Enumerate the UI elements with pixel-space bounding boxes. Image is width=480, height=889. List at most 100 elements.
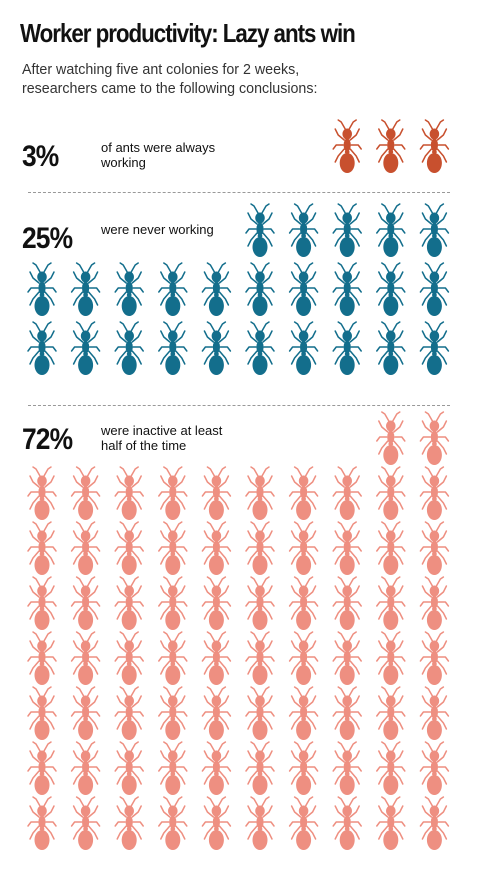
ant-icon-inactive-half [27, 631, 57, 686]
ant-icon-inactive-half [114, 631, 144, 686]
ant-icon-inactive-half [376, 411, 406, 466]
ant-icon-never-working [332, 321, 362, 376]
ant-icon-inactive-half [158, 796, 188, 851]
ant-icon-inactive-half [158, 466, 188, 521]
ant-icon-inactive-half [70, 686, 101, 741]
ant-icon-inactive-half [70, 796, 101, 851]
ant-icon-never-working [288, 262, 319, 317]
ant-icon-inactive-half [419, 631, 450, 686]
ant-icon-inactive-half [245, 796, 275, 851]
ant-icon-inactive-half [114, 686, 144, 741]
ant-icon-inactive-half [70, 576, 101, 631]
ant-icon-inactive-half [27, 796, 57, 851]
ant-icon-inactive-half [332, 741, 362, 796]
ant-icon-inactive-half [288, 466, 319, 521]
ant-icon-inactive-half [201, 466, 232, 521]
ant-icon-inactive-half [419, 796, 450, 851]
ant-icon-inactive-half [288, 576, 319, 631]
ant-icon-never-working [114, 321, 144, 376]
ant-icon-inactive-half [376, 686, 406, 741]
ant-icon-never-working [376, 262, 406, 317]
label-always-working: of ants were always working [101, 140, 216, 170]
ant-icon-never-working [114, 262, 144, 317]
label-inactive-half: were inactive at least half of the time [101, 423, 223, 453]
ant-icon-never-working [201, 321, 232, 376]
section-divider [28, 192, 450, 193]
label-never-working: were never working [101, 222, 214, 237]
ant-icon-never-working [332, 262, 362, 317]
ant-icon-inactive-half [288, 686, 319, 741]
percent-never-working: 25% [22, 222, 73, 255]
ant-icon-inactive-half [288, 796, 319, 851]
ant-icon-inactive-half [201, 686, 232, 741]
chart-title: Worker productivity: Lazy ants win [20, 18, 356, 48]
ant-icon-inactive-half [376, 741, 406, 796]
ant-icon-inactive-half [245, 741, 275, 796]
ant-icon-inactive-half [419, 411, 450, 466]
ant-icon-inactive-half [158, 631, 188, 686]
ant-icon-never-working [376, 203, 406, 258]
ant-icon-inactive-half [114, 521, 144, 576]
ant-icon-inactive-half [332, 631, 362, 686]
ant-icon-never-working [27, 321, 57, 376]
ant-icon-never-working [245, 321, 275, 376]
ant-icon-inactive-half [114, 741, 144, 796]
ant-icon-never-working [245, 203, 275, 258]
ant-icon-inactive-half [376, 576, 406, 631]
ant-icon-inactive-half [158, 521, 188, 576]
ant-icon-always-working [376, 119, 406, 174]
ant-icon-inactive-half [332, 686, 362, 741]
ant-icon-never-working [245, 262, 275, 317]
ant-icon-never-working [419, 203, 450, 258]
ant-icon-inactive-half [245, 631, 275, 686]
ant-icon-never-working [158, 262, 188, 317]
ant-icon-always-working [419, 119, 450, 174]
ant-icon-inactive-half [70, 741, 101, 796]
chart-subtitle: After watching five ant colonies for 2 w… [22, 61, 318, 97]
ant-icon-never-working [332, 203, 362, 258]
ant-icon-inactive-half [27, 576, 57, 631]
ant-icon-inactive-half [201, 576, 232, 631]
ant-icon-inactive-half [114, 796, 144, 851]
ant-icon-inactive-half [419, 686, 450, 741]
ant-icon-inactive-half [332, 521, 362, 576]
ant-icon-inactive-half [245, 466, 275, 521]
ant-icon-inactive-half [158, 576, 188, 631]
ant-icon-never-working [419, 321, 450, 376]
ant-icon-inactive-half [201, 796, 232, 851]
ant-icon-never-working [376, 321, 406, 376]
ant-icon-inactive-half [27, 521, 57, 576]
ant-icon-inactive-half [201, 741, 232, 796]
ant-icon-inactive-half [27, 741, 57, 796]
ant-icon-inactive-half [245, 521, 275, 576]
ant-icon-inactive-half [332, 466, 362, 521]
ant-icon-never-working [288, 203, 319, 258]
ant-icon-always-working [332, 119, 362, 174]
ant-icon-never-working [201, 262, 232, 317]
section-divider [28, 405, 450, 406]
ant-icon-inactive-half [114, 466, 144, 521]
ant-icon-inactive-half [288, 631, 319, 686]
ant-icon-inactive-half [70, 521, 101, 576]
ant-icon-inactive-half [376, 796, 406, 851]
ant-icon-never-working [419, 262, 450, 317]
ant-icon-inactive-half [376, 466, 406, 521]
ant-icon-inactive-half [27, 466, 57, 521]
ant-icon-inactive-half [288, 521, 319, 576]
ant-icon-inactive-half [158, 741, 188, 796]
ant-icon-inactive-half [332, 796, 362, 851]
ant-icon-inactive-half [201, 521, 232, 576]
ant-icon-inactive-half [201, 631, 232, 686]
ant-icon-inactive-half [158, 686, 188, 741]
ant-icon-inactive-half [114, 576, 144, 631]
ant-icon-never-working [70, 262, 101, 317]
percent-inactive-half: 72% [22, 423, 73, 456]
ant-icon-inactive-half [245, 576, 275, 631]
ant-icon-inactive-half [419, 576, 450, 631]
ant-icon-inactive-half [70, 466, 101, 521]
ant-icon-never-working [158, 321, 188, 376]
ant-icon-inactive-half [419, 521, 450, 576]
ant-icon-inactive-half [70, 631, 101, 686]
ant-icon-inactive-half [419, 741, 450, 796]
